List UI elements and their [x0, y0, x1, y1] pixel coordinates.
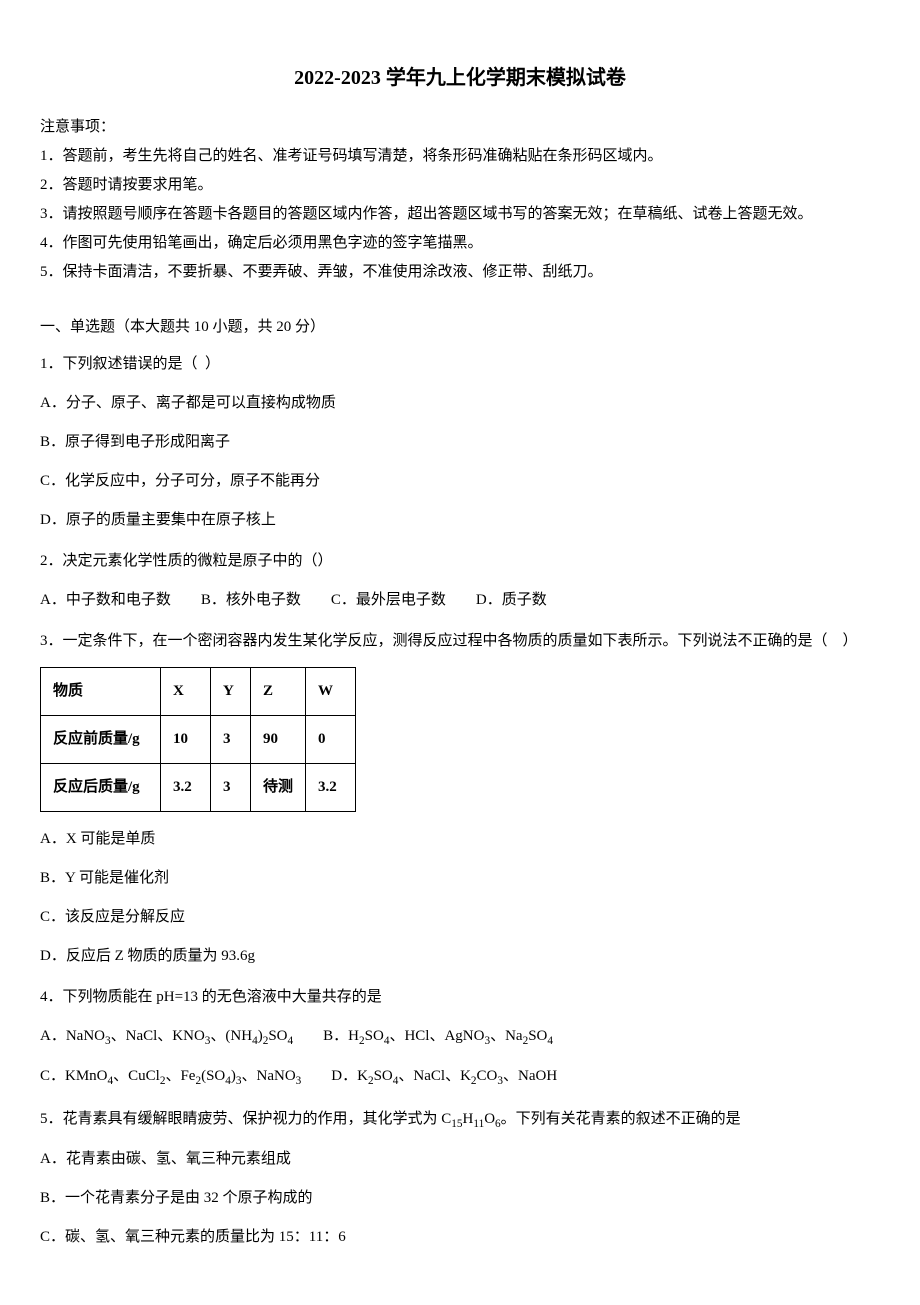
table-cell: 0	[306, 716, 356, 764]
table-row: 物质 X Y Z W	[41, 668, 356, 716]
table-cell: 反应前质量/g	[41, 716, 161, 764]
table-cell: W	[306, 668, 356, 716]
table-cell: 90	[251, 716, 306, 764]
question-1-option-b: B．原子得到电子形成阳离子	[40, 429, 880, 456]
question-3-table: 物质 X Y Z W 反应前质量/g 10 3 90 0 反应后质量/g 3.2…	[40, 667, 356, 812]
table-cell: 物质	[41, 668, 161, 716]
table-row: 反应后质量/g 3.2 3 待测 3.2	[41, 764, 356, 812]
question-2-option-d: D．质子数	[476, 587, 547, 614]
question-5-option-c: C．碳、氢、氧三种元素的质量比为 15：11：6	[40, 1224, 880, 1251]
question-4-option-b: B．H2SO4、HCl、AgNO3、Na2SO4	[323, 1023, 553, 1051]
table-cell: 3.2	[161, 764, 211, 812]
notice-item-4: 4．作图可先使用铅笔画出，确定后必须用黑色字迹的签字笔描黑。	[40, 230, 880, 257]
question-4: 4．下列物质能在 pH=13 的无色溶液中大量共存的是 A．NaNO3、NaCl…	[40, 984, 880, 1092]
question-2: 2．决定元素化学性质的微粒是原子中的（） A．中子数和电子数 B．核外电子数 C…	[40, 548, 880, 614]
table-cell: 待测	[251, 764, 306, 812]
table-cell: 3	[211, 716, 251, 764]
notice-item-2: 2．答题时请按要求用笔。	[40, 172, 880, 199]
question-3-option-d: D．反应后 Z 物质的质量为 93.6g	[40, 943, 880, 970]
question-2-option-a: A．中子数和电子数	[40, 587, 171, 614]
question-1-option-d: D．原子的质量主要集中在原子核上	[40, 507, 880, 534]
question-1: 1．下列叙述错误的是（ ） A．分子、原子、离子都是可以直接构成物质 B．原子得…	[40, 351, 880, 534]
table-cell: Y	[211, 668, 251, 716]
notice-item-5: 5．保持卡面清洁，不要折暴、不要弄破、弄皱，不准使用涂改液、修正带、刮纸刀。	[40, 259, 880, 286]
question-2-option-b: B．核外电子数	[201, 587, 301, 614]
section-1-header: 一、单选题（本大题共 10 小题，共 20 分）	[40, 314, 880, 341]
question-3-text: 3．一定条件下，在一个密闭容器内发生某化学反应，测得反应过程中各物质的质量如下表…	[40, 628, 880, 655]
question-4-option-d: D．K2SO4、NaCl、K2CO3、NaOH	[331, 1063, 557, 1091]
question-3-option-a: A．X 可能是单质	[40, 826, 880, 853]
table-cell: 10	[161, 716, 211, 764]
question-2-text: 2．决定元素化学性质的微粒是原子中的（）	[40, 548, 880, 575]
notice-label: 注意事项：	[40, 114, 880, 141]
question-4-option-c: C．KMnO4、CuCl2、Fe2(SO4)3、NaNO3	[40, 1063, 301, 1091]
question-1-option-a: A．分子、原子、离子都是可以直接构成物质	[40, 390, 880, 417]
question-4-text: 4．下列物质能在 pH=13 的无色溶液中大量共存的是	[40, 984, 880, 1011]
table-row: 反应前质量/g 10 3 90 0	[41, 716, 356, 764]
question-5-option-b: B．一个花青素分子是由 32 个原子构成的	[40, 1185, 880, 1212]
question-1-option-c: C．化学反应中，分子可分，原子不能再分	[40, 468, 880, 495]
question-5-text: 5．花青素具有缓解眼睛疲劳、保护视力的作用，其化学式为 C15H11O6。下列有…	[40, 1106, 880, 1134]
question-2-option-c: C．最外层电子数	[331, 587, 446, 614]
table-cell: Z	[251, 668, 306, 716]
question-3: 3．一定条件下，在一个密闭容器内发生某化学反应，测得反应过程中各物质的质量如下表…	[40, 628, 880, 970]
table-cell: 3	[211, 764, 251, 812]
question-3-option-c: C．该反应是分解反应	[40, 904, 880, 931]
question-4-option-a: A．NaNO3、NaCl、KNO3、(NH4)2SO4	[40, 1023, 293, 1051]
question-5: 5．花青素具有缓解眼睛疲劳、保护视力的作用，其化学式为 C15H11O6。下列有…	[40, 1106, 880, 1251]
table-cell: 3.2	[306, 764, 356, 812]
question-5-option-a: A．花青素由碳、氢、氧三种元素组成	[40, 1146, 880, 1173]
table-cell: X	[161, 668, 211, 716]
question-3-option-b: B．Y 可能是催化剂	[40, 865, 880, 892]
notice-item-1: 1．答题前，考生先将自己的姓名、准考证号码填写清楚，将条形码准确粘贴在条形码区域…	[40, 143, 880, 170]
table-cell: 反应后质量/g	[41, 764, 161, 812]
question-1-text: 1．下列叙述错误的是（ ）	[40, 351, 880, 378]
notice-item-3: 3．请按照题号顺序在答题卡各题目的答题区域内作答，超出答题区域书写的答案无效；在…	[40, 201, 880, 228]
page-title: 2022-2023 学年九上化学期末模拟试卷	[40, 60, 880, 96]
